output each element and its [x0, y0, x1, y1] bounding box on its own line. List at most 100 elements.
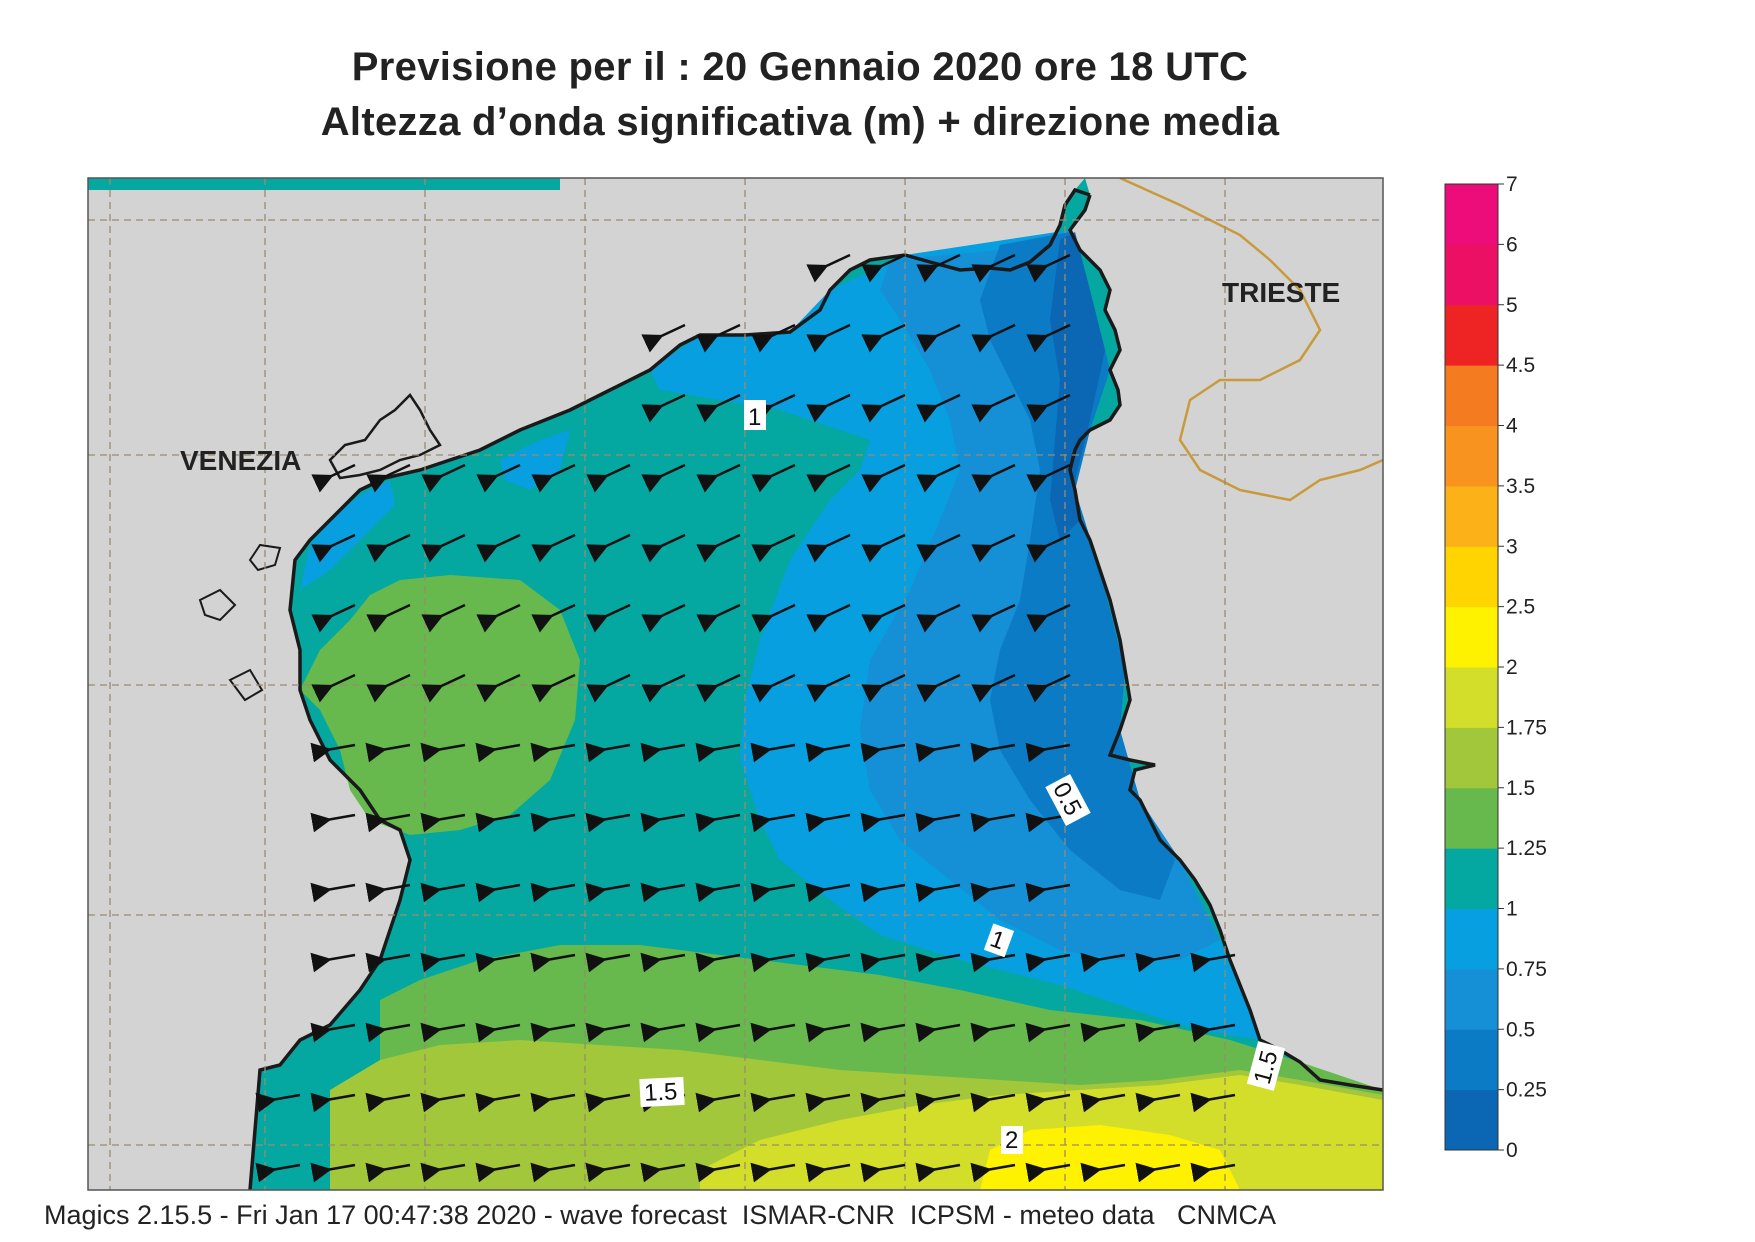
wave-direction-arrow: [366, 463, 411, 493]
wave-direction-arrow: [475, 882, 521, 903]
wave-direction-arrow: [750, 952, 796, 973]
wave-direction-arrow: [365, 882, 411, 903]
wave-direction-arrow: [805, 812, 851, 833]
colorbar-tick-label: 4: [1506, 415, 1518, 438]
wave-direction-arrow: [861, 533, 906, 563]
wave-direction-arrow: [805, 882, 851, 903]
colorbar-tick-label: 1.75: [1506, 716, 1547, 739]
city-label-venezia: VENEZIA: [180, 445, 301, 476]
colorbar-segment: [1445, 485, 1498, 547]
wave-direction-arrow: [806, 603, 851, 633]
wave-direction-arrow: [365, 812, 411, 833]
wave-direction-arrow: [751, 393, 796, 423]
wave-direction-arrow: [365, 1092, 411, 1113]
wave-direction-arrow: [1025, 1162, 1071, 1183]
zone-0.25-0.5: [980, 232, 1175, 900]
wave-direction-arrow: [1080, 952, 1126, 973]
wave-direction-arrow: [641, 463, 686, 493]
wave-direction-arrow: [530, 1092, 576, 1113]
wave-direction-arrows: [255, 253, 1236, 1183]
zone-0-0.25: [1050, 232, 1105, 540]
wave-direction-arrow: [971, 603, 1016, 633]
wave-direction-arrow: [530, 812, 576, 833]
lat-lon-grid: [88, 178, 1383, 1190]
wave-direction-arrow: [421, 533, 466, 563]
colorbar-segment: [1445, 365, 1498, 426]
wave-direction-arrow: [585, 1092, 631, 1113]
wave-direction-arrow: [806, 463, 851, 493]
wave-direction-arrow: [970, 1092, 1016, 1113]
colorbar-segment: [1445, 425, 1498, 487]
wave-direction-arrow: [365, 952, 411, 973]
wave-direction-arrow: [420, 1092, 466, 1113]
coastline-east: [1067, 194, 1383, 1092]
country-border: [1119, 178, 1383, 502]
wave-direction-arrow: [1190, 1092, 1236, 1113]
wave-direction-arrow: [695, 1162, 741, 1183]
map-title-line-2: Altezza d’onda significativa (m) + direz…: [320, 100, 1280, 144]
wave-direction-arrow: [476, 463, 521, 493]
wave-direction-arrow: [586, 463, 631, 493]
zone-1.25-1.5-west: [300, 575, 580, 835]
wave-direction-arrow: [640, 882, 686, 903]
wave-direction-arrow: [530, 742, 576, 763]
wave-direction-arrow: [696, 533, 741, 563]
wave-direction-arrow: [751, 463, 796, 493]
wave-direction-arrow: [860, 1022, 906, 1043]
wave-direction-arrow: [695, 1092, 741, 1113]
wave-direction-arrow: [860, 1092, 906, 1113]
wave-direction-arrow: [971, 393, 1016, 423]
city-label-trieste: TRIESTE: [1222, 277, 1340, 308]
wave-direction-arrow: [1026, 393, 1071, 423]
wave-direction-arrow: [531, 533, 576, 563]
colorbar-segment: [1445, 304, 1498, 366]
wave-direction-arrow: [586, 673, 631, 703]
colorbar-tick-label: 0: [1506, 1139, 1518, 1162]
wave-direction-arrow: [805, 1022, 851, 1043]
wave-direction-arrow: [585, 952, 631, 973]
land-east: [1070, 178, 1383, 1090]
colorbar-tick-label: 1.5: [1506, 777, 1535, 800]
contour-label-2: 2: [1001, 1126, 1023, 1154]
colorbar-tick-label: 4.5: [1506, 354, 1535, 377]
colorbar-segment: [1445, 1089, 1498, 1151]
wave-direction-arrow: [915, 882, 961, 903]
wave-direction-arrow: [806, 533, 851, 563]
wave-direction-arrow: [366, 533, 411, 563]
wave-direction-arrow: [971, 463, 1016, 493]
colorbar-tick-label: 0.5: [1506, 1018, 1535, 1041]
wave-direction-arrow: [750, 812, 796, 833]
wave-direction-arrow: [695, 742, 741, 763]
colorbar-segment: [1445, 1029, 1498, 1091]
wave-direction-arrow: [1135, 1092, 1181, 1113]
wave-direction-arrow: [915, 1092, 961, 1113]
wave-direction-arrow: [1025, 1022, 1071, 1043]
wave-direction-arrow: [310, 1022, 356, 1043]
venetian-lagoon-islands: [328, 393, 442, 480]
wave-direction-arrow: [1190, 1162, 1236, 1183]
wave-direction-arrow: [695, 1022, 741, 1043]
wave-direction-arrow: [805, 952, 851, 973]
wave-direction-arrow: [586, 533, 631, 563]
wave-direction-arrow: [475, 952, 521, 973]
wave-direction-arrow: [860, 952, 906, 973]
wave-direction-arrow: [861, 463, 906, 493]
wave-direction-arrow: [860, 882, 906, 903]
colorbar-segment: [1445, 546, 1498, 608]
wave-direction-arrow: [750, 1162, 796, 1183]
wave-direction-arrow: [1025, 1092, 1071, 1113]
wave-direction-arrow: [970, 882, 1016, 903]
wave-direction-arrow: [310, 742, 356, 763]
contour-label-1-south: 1: [983, 923, 1015, 958]
wave-direction-arrow: [696, 463, 741, 493]
wave-direction-arrow: [861, 393, 906, 423]
wave-direction-arrow: [970, 1022, 1016, 1043]
wave-direction-arrow: [475, 742, 521, 763]
wave-direction-arrow: [860, 812, 906, 833]
wave-direction-arrow: [530, 882, 576, 903]
wave-direction-arrow: [970, 1162, 1016, 1183]
wave-direction-arrow: [475, 1022, 521, 1043]
svg-text:1.5: 1.5: [643, 1078, 678, 1107]
wave-direction-arrow: [916, 323, 961, 353]
